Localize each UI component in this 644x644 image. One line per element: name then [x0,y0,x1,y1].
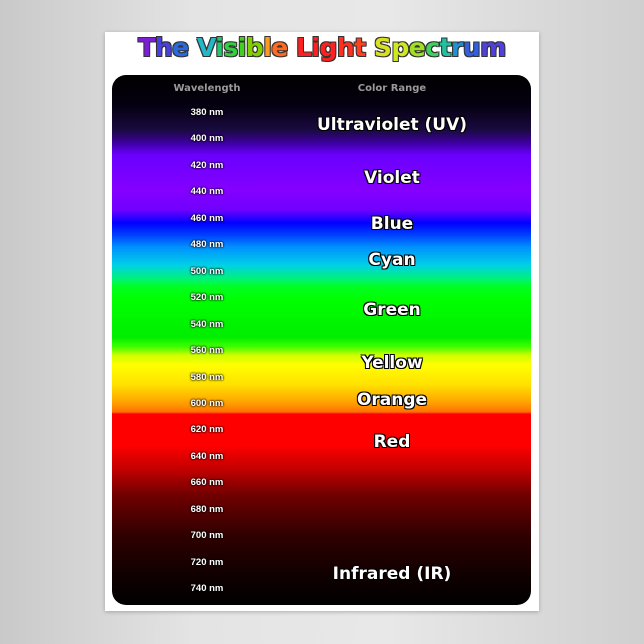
title-letter: b [245,33,264,62]
wavelength-label: 600 nm [190,397,224,409]
wavelength-label: 480 nm [190,239,224,251]
color-range-label: Ultraviolet (UV) [316,115,468,135]
title-letter: e [271,33,288,62]
color-range-label: Yellow [361,353,423,373]
color-range-label: Cyan [368,250,416,270]
title-letter: h [154,33,173,62]
wavelength-label: 680 nm [190,503,224,515]
title-letter: e [408,33,426,62]
color-range-label: Orange [356,390,428,410]
wavelength-label: 540 nm [190,318,224,330]
wavelength-label: 620 nm [190,424,224,436]
title-letter: g [319,33,337,62]
wavelength-label: 660 nm [190,477,224,489]
wavelength-label: 400 nm [190,133,224,145]
title-letter: L [295,33,312,62]
wavelength-label: 640 nm [190,450,224,462]
wavelength-label: 580 nm [190,371,224,383]
title-letter: l [263,33,272,62]
title-letter: h [336,33,355,62]
title-letter: c [425,33,440,62]
title-letter: S [373,33,392,62]
title-letter: m [480,33,506,62]
title-letter: p [391,33,409,62]
title-letter: s [223,33,238,62]
color-range-header: Color Range [357,83,427,94]
title-letter [288,33,296,62]
color-range-label: Infrared (IR) [332,564,452,584]
wavelength-label: 700 nm [190,530,224,542]
color-range-label: Red [373,432,411,452]
wavelength-label: 420 nm [190,159,224,171]
title-letter: t [439,33,452,62]
wavelength-header: Wavelength [173,83,241,94]
title-letter: V [196,33,216,62]
title-letter [189,33,197,62]
poster-title: The Visible Light Spectrum [105,32,539,64]
wavelength-label: 440 nm [190,186,224,198]
color-range-label: Green [363,300,421,320]
color-range-label: Violet [364,168,420,188]
title-letter [366,33,374,62]
title-letter: r [451,33,463,62]
title-letter: u [462,33,481,62]
wavelength-label: 520 nm [190,292,224,304]
wavelength-label: 460 nm [190,212,224,224]
title-letter: e [172,33,189,62]
spectrum-panel: Wavelength Color Range 380 nm 400 nm 420 n… [112,75,531,605]
title-letter: i [311,33,320,62]
title-letter: T [138,33,155,62]
wavelength-label: 500 nm [190,265,224,277]
wavelength-label: 560 nm [190,345,224,357]
wavelength-label: 380 nm [190,107,224,118]
title-letter: i [215,33,224,62]
wavelength-label: 720 nm [190,556,224,568]
title-letter: i [237,33,247,62]
wavelength-label: 740 nm [190,583,224,595]
poster: The Visible Light Spectrum Wavelength Co… [105,32,539,611]
color-range-label: Blue [370,214,414,234]
title-letter: t [354,33,366,62]
